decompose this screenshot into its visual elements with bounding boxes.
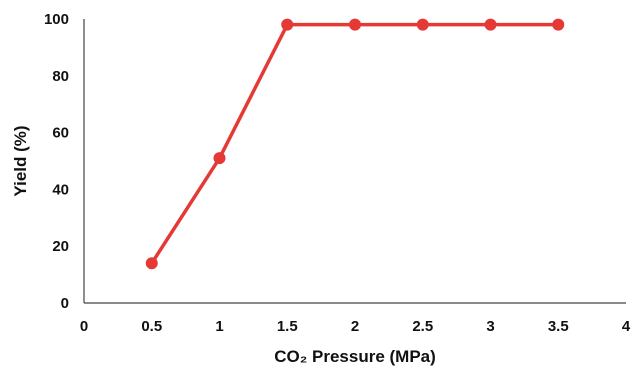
data-point	[213, 152, 226, 165]
x-tick-label: 4	[622, 318, 631, 335]
y-tick-labels: 0 20 40 60 80 100	[44, 11, 69, 312]
y-tick-label: 60	[52, 125, 69, 142]
data-point	[349, 18, 361, 31]
x-tick-label: 3	[486, 318, 494, 335]
y-axis-title: Yield (%)	[11, 125, 30, 196]
series-layer	[145, 18, 565, 270]
x-tick-label: 3.5	[548, 318, 569, 335]
y-tick-label: 20	[52, 238, 69, 255]
data-point	[484, 18, 497, 31]
y-tick-label: 40	[52, 181, 69, 198]
data-point	[552, 18, 565, 31]
x-tick-label: 2.5	[412, 318, 433, 335]
data-point	[281, 18, 294, 31]
x-tick-label: 0	[80, 318, 88, 335]
x-tick-label: 1	[215, 318, 223, 335]
y-tick-label: 100	[44, 11, 69, 28]
data-point	[416, 18, 429, 31]
chart-axes	[83, 19, 626, 304]
x-tick-labels: 0 0.5 1 1.5 2 2.5 3 3.5 4	[80, 318, 631, 335]
y-tick-label: 80	[52, 68, 69, 85]
data-point	[145, 257, 158, 270]
x-axis-title: CO₂ Pressure (MPa)	[274, 347, 436, 366]
x-tick-label: 0.5	[141, 318, 162, 335]
x-tick-label: 2	[351, 318, 359, 335]
x-tick-label: 1.5	[277, 318, 298, 335]
series-line	[150, 22, 560, 265]
y-tick-label: 0	[61, 295, 69, 312]
